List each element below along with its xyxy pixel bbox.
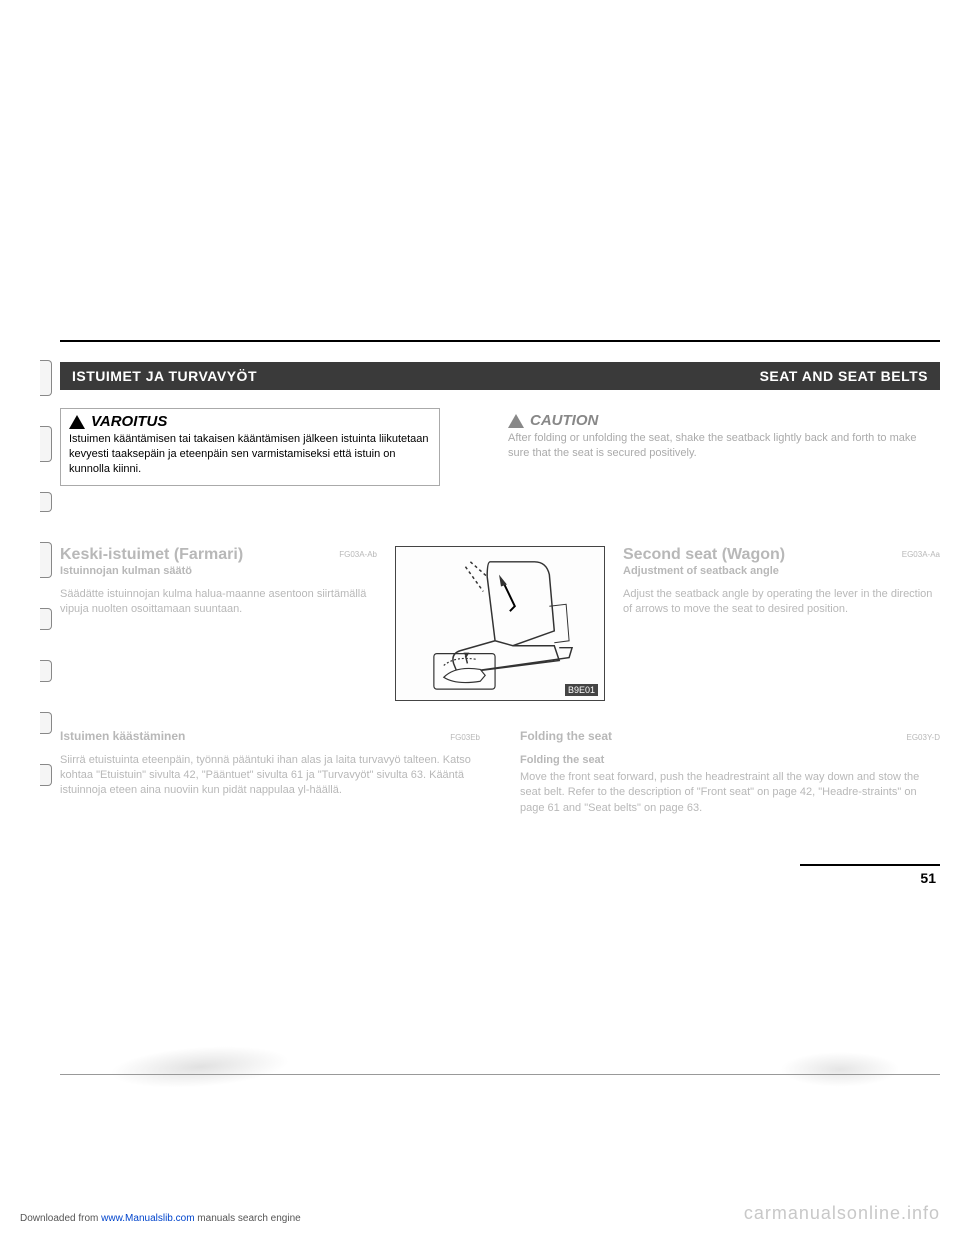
lower-section-finnish: Istuimen käästäminen FG03Eb Siirrä etuis…: [60, 729, 480, 817]
footer-link[interactable]: www.Manualslib.com: [101, 1213, 194, 1224]
mid-section-finnish: Keski-istuimet (Farmari) FG03A-Ab Istuin…: [60, 546, 377, 701]
warning-box-english: CAUTION After folding or unfolding the s…: [500, 408, 940, 486]
download-footer: Downloaded from www.Manualslib.com manua…: [20, 1213, 301, 1224]
page-number: 51: [920, 870, 936, 886]
warning-triangle-icon: [508, 414, 524, 428]
footer-prefix: Downloaded from: [20, 1213, 101, 1224]
header-right: SEAT AND SEAT BELTS: [760, 368, 928, 384]
page-content: ISTUIMET JA TURVAVYÖT SEAT AND SEAT BELT…: [60, 340, 940, 816]
lower-fi-body: Siirrä etuistuinta eteenpäin, työnnä pää…: [60, 753, 480, 799]
page-bottom-edge: [60, 1074, 940, 1082]
warning-en-title: CAUTION: [530, 412, 598, 429]
scan-artifact: [109, 1041, 291, 1093]
mid-fi-subtitle: Istuinnojan kulman säätö: [60, 565, 377, 577]
lower-en-sub: Folding the seat: [520, 753, 940, 768]
warning-fi-body: Istuimen kääntämisen tai takaisen kääntä…: [69, 432, 431, 477]
header-left: ISTUIMET JA TURVAVYÖT: [72, 368, 257, 384]
warning-triangle-icon: [69, 415, 85, 429]
lower-en-code: EG03Y-D: [907, 733, 941, 742]
warning-fi-title: VAROITUS: [91, 413, 167, 430]
watermark: carmanualsonline.info: [744, 1203, 940, 1224]
mid-section-english: Second seat (Wagon) EG03A-Aa Adjustment …: [623, 546, 940, 701]
diagram-code: B9E01: [565, 684, 598, 696]
mid-fi-body: Säädätte istuinnojan kulma halua-maanne …: [60, 587, 377, 618]
mid-en-body: Adjust the seatback angle by operating t…: [623, 587, 940, 618]
section-header: ISTUIMET JA TURVAVYÖT SEAT AND SEAT BELT…: [60, 362, 940, 390]
lower-en-title: Folding the seat: [520, 729, 612, 743]
seat-illustration: [396, 547, 604, 700]
lower-en-body: Move the front seat forward, push the he…: [520, 770, 940, 816]
warning-box-finnish: VAROITUS Istuimen kääntämisen tai takais…: [60, 408, 440, 486]
binding-tabs: [40, 360, 52, 816]
footer-suffix: manuals search engine: [195, 1213, 301, 1224]
lower-section-english: Folding the seat EG03Y-D Folding the sea…: [520, 729, 940, 817]
lower-fi-title: Istuimen käästäminen: [60, 729, 185, 743]
warning-en-body: After folding or unfolding the seat, sha…: [508, 431, 932, 461]
lower-fi-code: FG03Eb: [450, 733, 480, 742]
mid-en-subtitle: Adjustment of seatback angle: [623, 565, 940, 577]
seat-diagram: B9E01: [395, 546, 605, 701]
